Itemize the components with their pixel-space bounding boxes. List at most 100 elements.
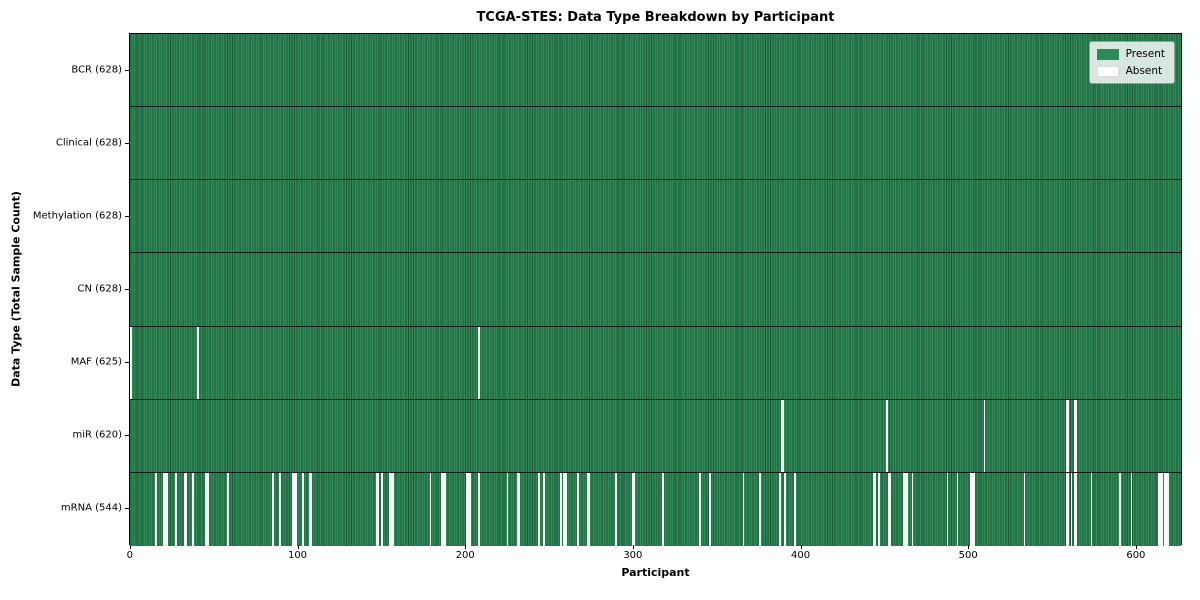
absent-stripe: [662, 472, 664, 546]
absent-stripe: [633, 472, 636, 546]
absent-stripe: [888, 472, 890, 546]
absent-stripe: [185, 472, 187, 546]
absent-stripe: [468, 472, 470, 546]
absent-stripe: [444, 472, 447, 546]
absent-stripe: [1075, 472, 1078, 546]
absent-stripe: [779, 472, 782, 546]
absent-stripe: [1023, 472, 1026, 546]
x-tick-label: 400: [790, 550, 811, 561]
absent-stripe: [227, 472, 229, 546]
absent-stripe: [518, 472, 520, 546]
absent-stripe: [576, 472, 579, 546]
absent-stripe: [538, 472, 541, 546]
x-tick-mark: [129, 545, 131, 549]
y-tick-mark: [125, 215, 129, 217]
legend-label-present: Present: [1125, 48, 1165, 60]
absent-stripe: [466, 472, 469, 546]
y-tick-label: Clinical (628): [55, 137, 122, 149]
legend-label-absent: Absent: [1125, 65, 1163, 77]
absent-stripe: [292, 472, 294, 546]
absent-stripe: [1090, 472, 1093, 546]
absent-stripe: [278, 472, 281, 546]
absent-stripe: [175, 472, 177, 546]
absent-stripe: [782, 399, 785, 472]
absent-stripe: [563, 472, 566, 546]
absent-stripe: [1159, 472, 1161, 546]
absent-stripe: [478, 472, 480, 546]
y-tick-label: CN (628): [77, 283, 122, 295]
absent-stripe: [1067, 399, 1069, 472]
absent-swatch-icon: [1096, 65, 1119, 77]
absent-stripe: [873, 472, 875, 546]
absent-stripe: [742, 472, 745, 546]
absent-stripe: [1065, 472, 1068, 546]
absent-stripe: [971, 472, 974, 546]
absent-stripe: [429, 472, 432, 546]
x-tick-label: 300: [623, 550, 643, 561]
row-mRNA: [130, 472, 1181, 546]
absent-stripe: [586, 472, 589, 546]
absent-stripe: [543, 472, 546, 546]
absent-stripe: [516, 472, 519, 546]
absent-stripe: [946, 472, 949, 546]
absent-stripe: [560, 472, 562, 546]
y-tick-mark: [125, 508, 129, 510]
x-tick-mark: [1135, 545, 1137, 549]
absent-stripe: [886, 399, 889, 472]
absent-stripe: [794, 472, 797, 546]
chart-title: TCGA-STES: Data Type Breakdown by Partic…: [476, 10, 835, 25]
absent-stripe: [294, 472, 296, 546]
absent-stripe: [615, 472, 617, 546]
x-axis-title: Participant: [621, 566, 690, 579]
absent-stripe: [166, 472, 169, 546]
absent-stripe: [506, 472, 509, 546]
absent-stripe: [377, 472, 380, 546]
x-tick-label: 100: [287, 550, 308, 561]
absent-stripe: [165, 472, 167, 546]
absent-stripe: [1073, 399, 1076, 472]
absent-stripe: [781, 399, 783, 472]
absent-stripe: [588, 472, 591, 546]
absent-stripe: [381, 472, 383, 546]
row-Methylation: [130, 180, 1181, 254]
x-tick-label: 600: [1126, 550, 1146, 561]
row-CN: [130, 253, 1181, 327]
absent-stripe: [205, 472, 207, 546]
x-tick-mark: [632, 545, 634, 549]
y-tick-label: MAF (625): [70, 356, 122, 368]
y-tick-label: mRNA (544): [60, 502, 122, 514]
y-tick-label: miR (620): [72, 429, 122, 441]
absent-stripe: [206, 472, 209, 546]
absent-stripe: [1157, 472, 1160, 546]
absent-stripe: [1065, 399, 1068, 472]
y-tick-mark: [125, 289, 129, 290]
legend-item-absent: Absent: [1096, 65, 1165, 77]
legend-item-present: Present: [1096, 48, 1165, 60]
y-tick-mark: [125, 435, 129, 437]
absent-stripe: [1075, 399, 1078, 472]
x-tick-label: 0: [126, 550, 134, 561]
x-tick-mark: [800, 545, 802, 549]
y-tick-label: Methylation (628): [32, 210, 122, 222]
absent-stripe: [889, 472, 892, 546]
absent-stripe: [302, 472, 305, 546]
absent-stripe: [632, 472, 634, 546]
absent-stripe: [295, 472, 298, 546]
y-tick-mark: [125, 142, 129, 144]
absent-stripe: [183, 472, 186, 546]
x-tick-mark: [968, 545, 970, 549]
absent-stripe: [1119, 472, 1121, 546]
absent-stripe: [191, 472, 194, 546]
absent-stripe: [1070, 472, 1073, 546]
row-BCR: [130, 34, 1181, 108]
absent-stripe: [973, 472, 976, 546]
absent-stripe: [709, 472, 711, 546]
absent-stripe: [309, 472, 311, 546]
plot-area: Present Absent: [129, 33, 1182, 546]
absent-stripe: [874, 472, 877, 546]
absent-stripe: [970, 472, 972, 546]
absent-stripe: [983, 399, 986, 472]
absent-stripe: [196, 326, 199, 399]
absent-stripe: [1167, 472, 1170, 546]
